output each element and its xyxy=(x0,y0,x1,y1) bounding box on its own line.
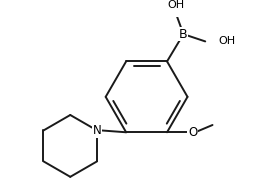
Text: OH: OH xyxy=(167,0,185,10)
Text: OH: OH xyxy=(218,36,235,46)
Text: O: O xyxy=(188,126,197,139)
Text: N: N xyxy=(93,124,101,137)
Text: B: B xyxy=(179,28,188,41)
